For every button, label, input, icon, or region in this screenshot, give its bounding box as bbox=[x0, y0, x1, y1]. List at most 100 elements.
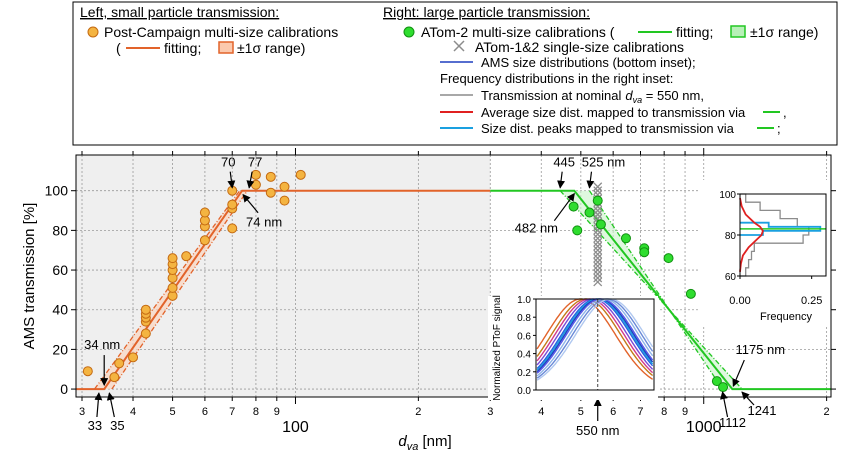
inset-right-xlabel: Frequency bbox=[760, 311, 812, 323]
legend-orange-marker bbox=[87, 26, 99, 38]
annotation-label: 77 bbox=[248, 155, 262, 170]
legend-nominal-sub: va bbox=[633, 95, 643, 105]
legend-right-heading: Right: large particle transmission: bbox=[383, 4, 590, 20]
legend-orange-range-box bbox=[218, 41, 234, 54]
legend-avg-label: Average size dist. mapped to transmissio… bbox=[481, 105, 746, 120]
orange-data-point bbox=[295, 169, 306, 180]
annotation-label: 1175 nm bbox=[735, 342, 785, 357]
annotation-arrow bbox=[242, 193, 259, 214]
y-tick-label: 40 bbox=[52, 302, 68, 318]
inset-right-axes: 60 80 100 0.00 0.25 bbox=[719, 190, 827, 307]
legend-left-fit-label: fitting; bbox=[164, 40, 201, 56]
annotation-label: 445 bbox=[553, 155, 575, 170]
annotation-label: 1241 bbox=[748, 403, 777, 418]
orange-data-point bbox=[279, 195, 290, 206]
inset-right-red-curve bbox=[739, 197, 764, 272]
single-size-cross bbox=[593, 277, 603, 287]
single-size-cross bbox=[593, 186, 603, 196]
legend-right-range-label: ±1σ range) bbox=[750, 24, 818, 40]
single-size-cross bbox=[593, 210, 603, 219]
inset-right-xtick-label: 0.00 bbox=[729, 295, 750, 307]
legend-nominal-var: d bbox=[625, 88, 633, 103]
annotation-arrow bbox=[106, 392, 115, 418]
green-data-point bbox=[572, 225, 583, 236]
inset-right-gray-hist bbox=[740, 193, 810, 277]
single-size-cross bbox=[593, 241, 603, 251]
single-size-cross bbox=[593, 269, 603, 279]
orange-data-point bbox=[199, 207, 210, 218]
orange-data-point bbox=[167, 282, 178, 293]
green-data-point bbox=[711, 376, 722, 387]
annotation-label: 550 nm bbox=[576, 423, 619, 438]
orange-data-point bbox=[250, 169, 261, 180]
x-minor-tick-label: 5 bbox=[578, 406, 584, 418]
green-data-point bbox=[685, 288, 696, 299]
orange-data-point bbox=[140, 304, 151, 315]
y-tick-label: 100 bbox=[45, 183, 69, 199]
legend-left-markers-label: Post-Campaign multi-size calibrations bbox=[104, 24, 338, 40]
y-tick-label: 20 bbox=[52, 341, 68, 357]
orange-data-point bbox=[265, 171, 276, 182]
single-size-cross bbox=[593, 233, 603, 243]
inset-bottom-ytick-label: 0.6 bbox=[517, 331, 531, 342]
inset-bottom-curve bbox=[536, 298, 654, 379]
legend-right-fit-label: fitting; bbox=[676, 24, 713, 40]
legend-peak-end: ; bbox=[777, 121, 781, 136]
annotation-arrow bbox=[227, 171, 236, 189]
annotation-arrow bbox=[586, 171, 595, 189]
single-size-cross bbox=[593, 261, 603, 271]
x-axis-unit: [nm] bbox=[418, 433, 451, 450]
legend-right-markers-label: ATom-2 multi-size calibrations ( bbox=[421, 24, 615, 40]
single-size-cross bbox=[593, 229, 603, 239]
small-fit-upper bbox=[94, 190, 241, 390]
x-minor-tick-label: 7 bbox=[229, 406, 235, 418]
large-fit-upper bbox=[559, 190, 743, 390]
orange-data-point bbox=[265, 187, 276, 198]
orange-data-point bbox=[109, 372, 120, 383]
x-minor-tick-label: 8 bbox=[661, 406, 667, 418]
x-minor-tick-label: 5 bbox=[170, 406, 176, 418]
annotation-label: 33 bbox=[88, 418, 102, 433]
green-data-point bbox=[663, 253, 674, 264]
legend-peak-label: Size dist. peaks mapped to transmission … bbox=[481, 121, 735, 136]
orange-data-point bbox=[181, 251, 192, 262]
annotation-arrow bbox=[94, 392, 103, 418]
large-fit-line bbox=[490, 189, 831, 391]
single-size-cross bbox=[593, 245, 603, 255]
single-size-cross bbox=[593, 253, 603, 263]
single-size-cross bbox=[593, 249, 603, 259]
shaded-region bbox=[76, 155, 491, 397]
annotation-arrow bbox=[246, 171, 255, 189]
x-minor-tick-label: 7 bbox=[637, 406, 643, 418]
inset-bottom-ytick-label: 1.0 bbox=[517, 295, 531, 306]
legend-cross-marker bbox=[453, 40, 465, 52]
inset-right-ytick-label: 100 bbox=[719, 190, 736, 201]
inset-bottom-curve bbox=[536, 298, 654, 374]
orange-data-point bbox=[128, 352, 139, 363]
inset-bottom-ytick-label: 0.4 bbox=[517, 350, 531, 361]
annotation-label: 1112 bbox=[719, 415, 746, 430]
legend-green-marker bbox=[403, 26, 415, 38]
single-size-cross bbox=[593, 206, 603, 216]
x-minor-tick-label: 2 bbox=[824, 406, 830, 418]
legend-avg-end: , bbox=[783, 105, 787, 120]
plot-frame bbox=[75, 154, 832, 398]
inset-bottom-ytick-label: 0.2 bbox=[517, 368, 531, 379]
single-size-cross bbox=[593, 257, 603, 267]
orange-data-point bbox=[114, 358, 125, 369]
annotation-label: 74 nm bbox=[246, 215, 282, 230]
inset-bottom-curve bbox=[536, 298, 653, 380]
legend-freq-heading: Frequency distributions in the right ins… bbox=[440, 71, 673, 86]
single-size-cross bbox=[593, 237, 603, 247]
green-data-point bbox=[718, 382, 729, 393]
annotation-arrow bbox=[720, 391, 729, 418]
inset-right-ytick-label: 80 bbox=[725, 231, 737, 242]
data-points bbox=[82, 169, 729, 393]
orange-data-point bbox=[167, 253, 178, 264]
legend-cross-label: ATom-1&2 single-size calibrations bbox=[475, 39, 684, 55]
orange-data-point bbox=[250, 179, 261, 190]
x-minor-tick-label: 6 bbox=[610, 406, 616, 418]
annotation-label: 525 nm bbox=[582, 155, 625, 170]
annotation-arrow bbox=[553, 192, 575, 222]
green-data-point bbox=[620, 233, 631, 244]
